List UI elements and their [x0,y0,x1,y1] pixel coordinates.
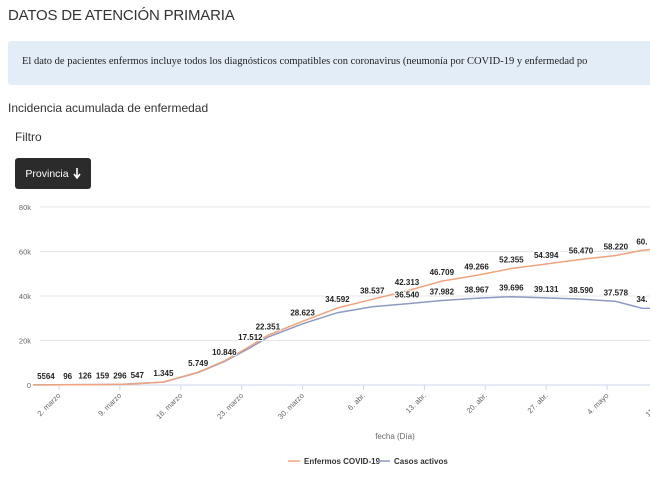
data-label: 36.540 [395,291,420,300]
data-label: 39.696 [499,284,524,293]
notice-text: El dato de pacientes enfermos incluye to… [22,56,588,67]
legend-item: Enfermos COVID-19 [304,457,381,466]
data-label: 58.220 [604,242,629,251]
province-filter-label: Provincia [25,167,69,180]
x-tick-label: 4. mayo [585,391,610,416]
data-label: 296 [113,371,127,380]
x-tick-label: 30. marzo [276,391,306,421]
data-label: 10.846 [212,348,237,357]
y-tick-label: 80k [19,203,31,212]
data-label: 34.592 [325,295,350,304]
series-line-enfermos [32,248,650,386]
data-label: 64 [46,372,55,381]
data-label: 49.266 [464,262,489,271]
y-tick-label: 60k [19,248,31,257]
data-label: 126 [78,372,92,381]
data-label: 56.470 [569,246,594,255]
data-label: 96 [63,372,72,381]
data-label: 46.709 [430,268,455,277]
data-label: 42.313 [395,278,420,287]
data-label: 22.351 [256,322,281,331]
x-tick-label: 2. marzo [35,391,62,418]
arrow-down-icon [72,168,81,179]
data-label: 159 [96,372,110,381]
x-tick-label: 16. marzo [154,391,184,421]
y-tick-label: 0 [27,381,31,390]
page-title: DATOS DE ATENCIÓN PRIMARIA [8,7,235,24]
data-label: 34. [636,295,647,304]
province-filter-button[interactable]: Provincia [15,158,91,189]
x-tick-label: 6. abr. [346,391,367,412]
data-label: 39.131 [534,285,559,294]
x-tick-label: 23. marzo [215,391,245,421]
data-label: 60. [636,237,647,246]
filter-label: Filtro [15,130,42,144]
legend-item: Casos activos [394,457,448,466]
line-chart: 0 20k 40k 60k 80k 2. marzo 9. marzo 16. marzo 23… [19,203,650,466]
x-axis-title: fecha (Día) [375,432,415,441]
x-tick-label: 13. abr. [404,391,428,415]
data-label: 38.537 [360,286,385,295]
data-label: 54.394 [534,251,559,260]
x-tick-label: 20. abr. [465,391,489,415]
data-label: 5.749 [188,359,209,368]
data-label: 37.578 [604,288,629,297]
x-tick-label: 9. marzo [96,391,123,418]
data-label: 37.982 [430,287,455,296]
data-label: 55 [37,372,46,381]
x-tick-label: 27. abr. [526,391,550,415]
y-tick-label: 20k [19,337,31,346]
info-notice: El dato de pacientes enfermos incluye to… [8,41,650,85]
x-tick-label: 11. mayo [644,391,650,419]
data-label: 547 [131,371,145,380]
y-tick-label: 40k [19,292,31,301]
data-label: 38.590 [569,286,594,295]
data-label: 17.512 [238,333,263,342]
data-label: 52.355 [499,256,524,265]
section-subtitle: Incidencia acumulada de enfermedad [8,101,209,115]
data-label: 28.623 [290,308,315,317]
data-label: 38.967 [464,285,489,294]
data-label: 1.345 [153,369,174,378]
